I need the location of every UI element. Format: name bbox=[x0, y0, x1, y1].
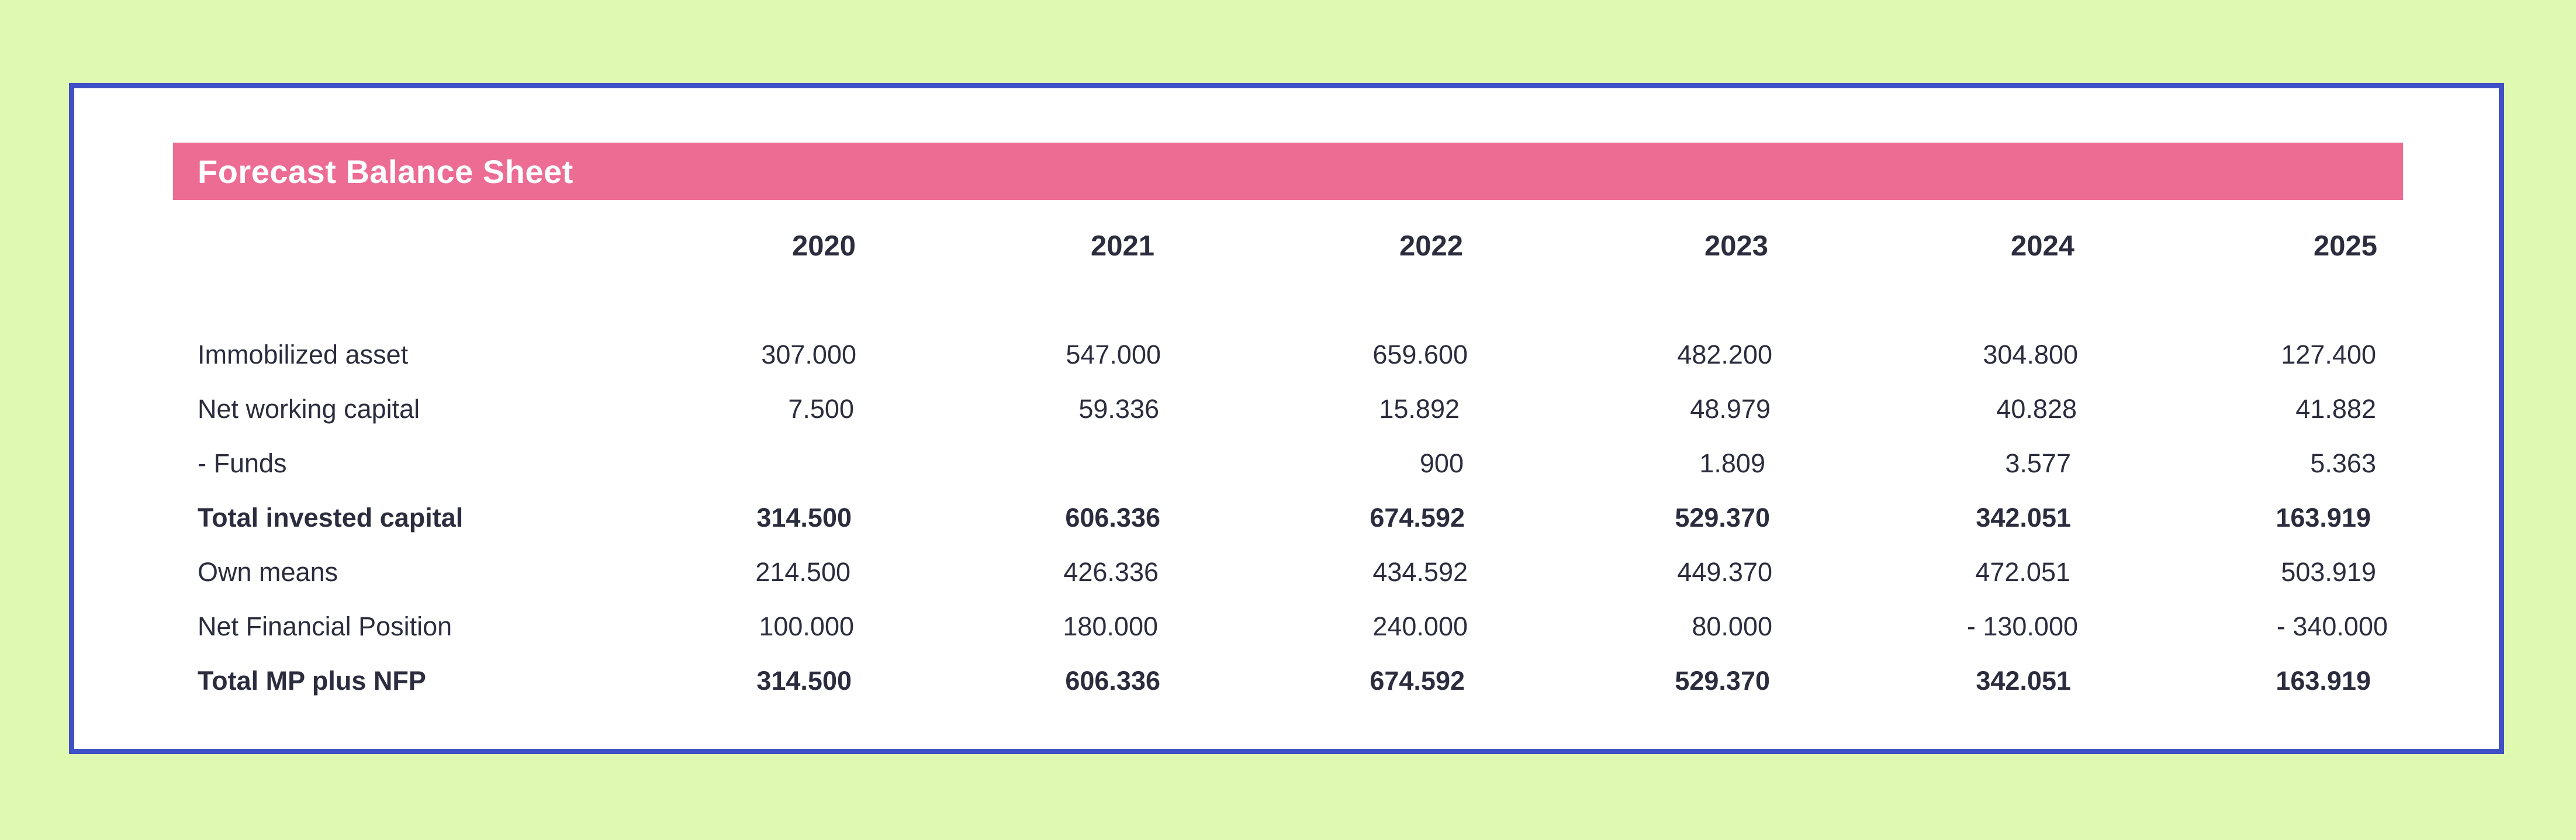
row-label: Net Financial Position bbox=[198, 611, 452, 641]
row-value: 900 bbox=[1419, 448, 1464, 478]
row-label: Total MP plus NFP bbox=[198, 666, 426, 696]
table-row: Net Financial Position 100.000 180.000 2… bbox=[0, 603, 2576, 650]
row-value: 342.051 bbox=[1976, 503, 2071, 533]
row-value: - 340.000 bbox=[2276, 611, 2388, 641]
year-header: 2020 bbox=[791, 230, 856, 262]
row-value: 163.919 bbox=[2276, 503, 2371, 533]
row-value: 40.828 bbox=[1996, 394, 2077, 424]
row-value: 449.370 bbox=[1677, 557, 1772, 587]
row-value: 240.000 bbox=[1372, 611, 1468, 641]
row-value: 3.577 bbox=[2005, 448, 2071, 478]
table-row: Total invested capital 314.500 606.336 6… bbox=[0, 495, 2576, 541]
row-value: 59.336 bbox=[1078, 394, 1159, 424]
row-value: 214.500 bbox=[755, 557, 850, 587]
row-label: Net working capital bbox=[198, 394, 420, 424]
table-row: - Funds 900 1.809 3.577 5.363 bbox=[0, 440, 2576, 487]
row-value: 180.000 bbox=[1063, 611, 1158, 641]
table-row: Own means 214.500 426.336 434.592 449.37… bbox=[0, 549, 2576, 596]
row-value: 314.500 bbox=[756, 503, 852, 533]
row-value: 674.592 bbox=[1370, 503, 1465, 533]
year-header: 2021 bbox=[1090, 230, 1154, 262]
row-value: 307.000 bbox=[761, 340, 856, 369]
row-value: 434.592 bbox=[1372, 557, 1468, 587]
row-value: 674.592 bbox=[1370, 666, 1465, 696]
row-value: 503.919 bbox=[2281, 557, 2376, 587]
row-value: 7.500 bbox=[788, 394, 854, 424]
row-value: 342.051 bbox=[1976, 666, 2071, 696]
row-value: 127.400 bbox=[2281, 340, 2376, 369]
row-value: 48.979 bbox=[1690, 394, 1771, 424]
row-value: 15.892 bbox=[1379, 394, 1460, 424]
row-label: Immobilized asset bbox=[198, 340, 409, 369]
title-bar: Forecast Balance Sheet bbox=[173, 143, 2403, 200]
year-header: 2022 bbox=[1399, 230, 1463, 262]
table-row: Total MP plus NFP 314.500 606.336 674.59… bbox=[0, 658, 2576, 704]
year-header: 2023 bbox=[1704, 230, 1768, 262]
row-value: 1.809 bbox=[1699, 448, 1765, 478]
page-title: Forecast Balance Sheet bbox=[198, 153, 573, 190]
row-label: Total invested capital bbox=[198, 503, 464, 533]
row-value: 80.000 bbox=[1692, 611, 1772, 641]
table-row: Immobilized asset 307.000 547.000 659.60… bbox=[0, 331, 2576, 378]
year-header: 2024 bbox=[2010, 230, 2074, 262]
row-value: 163.919 bbox=[2276, 666, 2371, 696]
row-value: 606.336 bbox=[1065, 503, 1160, 533]
row-value: 41.882 bbox=[2295, 394, 2376, 424]
row-value: 529.370 bbox=[1675, 666, 1770, 696]
row-value: 100.000 bbox=[759, 611, 854, 641]
row-value: 482.200 bbox=[1677, 340, 1772, 369]
row-value: 547.000 bbox=[1066, 340, 1161, 369]
row-value: 472.051 bbox=[1975, 557, 2070, 587]
table-row: Net working capital 7.500 59.336 15.892 … bbox=[0, 386, 2576, 433]
row-value: 426.336 bbox=[1063, 557, 1159, 587]
row-value: 5.363 bbox=[2310, 448, 2376, 478]
row-value: 314.500 bbox=[756, 666, 852, 696]
row-value: 529.370 bbox=[1675, 503, 1770, 533]
row-label: Own means bbox=[198, 557, 338, 587]
row-value: 659.600 bbox=[1372, 340, 1468, 369]
row-value: 304.800 bbox=[1983, 340, 2078, 369]
year-header: 2025 bbox=[2313, 230, 2377, 262]
year-header-row: 2020 2021 2022 2023 2024 2025 bbox=[0, 223, 2576, 269]
row-value: - 130.000 bbox=[1966, 611, 2078, 641]
row-value: 606.336 bbox=[1065, 666, 1160, 696]
row-label: - Funds bbox=[198, 448, 287, 478]
